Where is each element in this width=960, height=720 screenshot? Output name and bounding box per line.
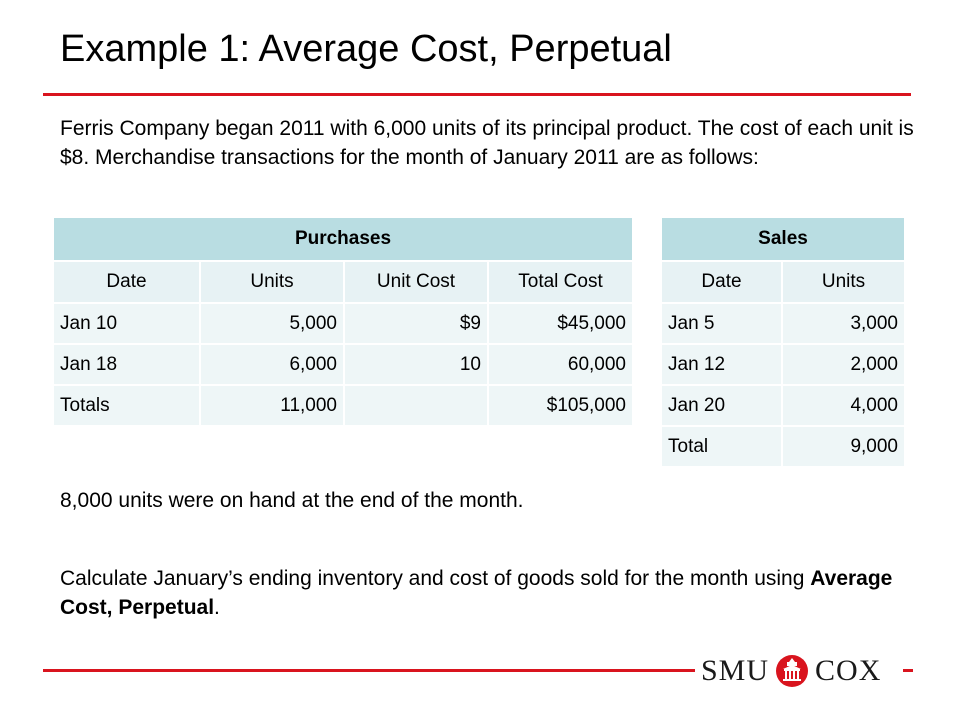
- table-row: Jan 12 2,000: [662, 343, 904, 385]
- sales-cell-units: 2,000: [782, 343, 904, 385]
- purchases-caption: Purchases: [54, 218, 632, 261]
- sales-cell-date: Jan 12: [662, 343, 783, 385]
- sales-cell-date: Jan 5: [662, 302, 783, 344]
- sales-cell-units: 3,000: [782, 302, 904, 344]
- purchases-cell-total-cost: 60,000: [488, 343, 632, 386]
- sales-caption: Sales: [662, 218, 904, 261]
- purchases-header-total-cost: Total Cost: [488, 260, 632, 303]
- on-hand-note: 8,000 units were on hand at the end of t…: [60, 489, 524, 512]
- table-row: Jan 18 6,000 10 60,000: [54, 343, 632, 386]
- purchases-header-units: Units: [200, 260, 345, 303]
- smu-cox-logo: SMU COX: [701, 651, 901, 691]
- top-divider: [43, 93, 911, 96]
- purchases-cell-unit-cost: $9: [344, 302, 489, 344]
- purchases-cell-date: Jan 18: [54, 343, 201, 385]
- purchases-table-container: Purchases Date Units Unit Cost Total Cos…: [54, 218, 632, 425]
- sales-cell-units: 9,000: [782, 425, 904, 466]
- sales-table: Sales Date Units Jan 5 3,000 Jan 12 2,00…: [662, 218, 904, 466]
- purchases-cell-units: 11,000: [200, 384, 345, 425]
- sales-table-container: Sales Date Units Jan 5 3,000 Jan 12 2,00…: [662, 218, 904, 466]
- calc-suffix: .: [214, 596, 220, 619]
- purchases-header-unit-cost: Unit Cost: [344, 260, 489, 303]
- purchases-cell-unit-cost: 10: [344, 343, 489, 385]
- purchases-cell-unit-cost: [344, 384, 489, 425]
- sales-header-units: Units: [782, 260, 904, 303]
- bottom-divider-left: [43, 669, 695, 672]
- calc-method-bold: Average Cost, Perpetual: [60, 567, 893, 619]
- dallas-hall-emblem-icon: [776, 655, 809, 687]
- table-row: Jan 20 4,000: [662, 384, 904, 427]
- sales-cell-units: 4,000: [782, 384, 904, 427]
- purchases-cell-date: Totals: [54, 384, 201, 425]
- table-row: Totals 11,000 $105,000: [54, 384, 632, 425]
- calculation-instruction: Calculate January’s ending inventory and…: [60, 564, 920, 622]
- intro-paragraph: Ferris Company began 2011 with 6,000 uni…: [60, 117, 914, 169]
- logo-text-cox: COX: [815, 654, 882, 687]
- purchases-cell-date: Jan 10: [54, 302, 201, 344]
- table-row: Jan 5 3,000: [662, 302, 904, 344]
- slide-title: Example 1: Average Cost, Perpetual: [60, 28, 672, 70]
- sales-cell-date: Jan 20: [662, 384, 783, 426]
- purchases-cell-total-cost: $105,000: [488, 384, 632, 425]
- sales-header-date: Date: [662, 260, 783, 303]
- purchases-table: Purchases Date Units Unit Cost Total Cos…: [54, 218, 632, 425]
- table-row: Total 9,000: [662, 425, 904, 466]
- logo-text-smu: SMU: [701, 654, 770, 687]
- calc-prefix: Calculate January’s ending inventory and…: [60, 567, 811, 590]
- bottom-divider-right: [903, 669, 913, 672]
- purchases-cell-total-cost: $45,000: [488, 302, 632, 344]
- purchases-header-date: Date: [54, 260, 201, 303]
- sales-cell-date: Total: [662, 425, 783, 466]
- purchases-cell-units: 5,000: [200, 302, 345, 344]
- table-row: Jan 10 5,000 $9 $45,000: [54, 302, 632, 344]
- purchases-cell-units: 6,000: [200, 343, 345, 386]
